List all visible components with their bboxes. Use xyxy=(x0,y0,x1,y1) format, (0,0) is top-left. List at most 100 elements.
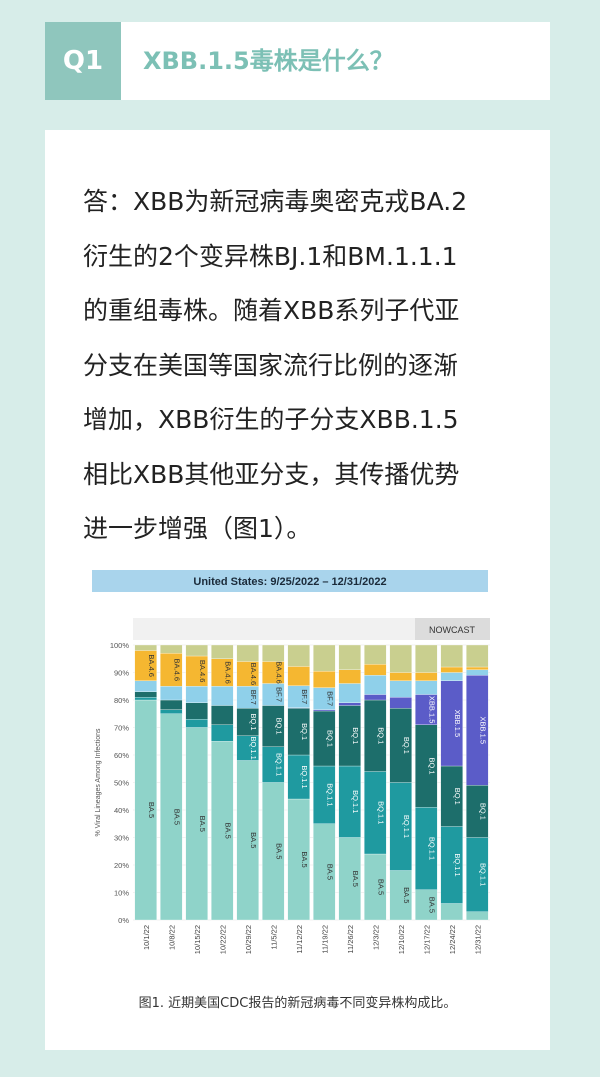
x-tick-label: 10/15/22 xyxy=(193,925,202,954)
bar-segment xyxy=(364,694,387,701)
segment-label: BF.7 xyxy=(300,689,309,704)
segment-label: BQ.1.1 xyxy=(453,853,462,876)
text-line: 衍生的2个变异株BJ.1和BM.1.1.1 xyxy=(83,241,458,271)
segment-label: BA.4.6 xyxy=(147,654,156,677)
segment-label: BF.7 xyxy=(249,690,258,705)
segment-label: BF.7 xyxy=(274,687,283,702)
bar-segment xyxy=(160,686,183,701)
segment-label: BQ.1.1 xyxy=(351,790,360,813)
x-tick-label: 10/1/22 xyxy=(142,925,151,950)
bar-segment xyxy=(313,709,336,712)
bar-segment xyxy=(211,705,234,725)
bar-segment xyxy=(466,644,489,668)
segment-label: BQ.1 xyxy=(249,713,258,730)
segment-label: BA.4.6 xyxy=(223,661,232,684)
nowcast-label: NOWCAST xyxy=(429,625,476,635)
segment-label: BA.5 xyxy=(249,832,258,848)
segment-label: BA.4.6 xyxy=(172,658,181,681)
x-tick-label: 12/3/22 xyxy=(371,925,380,950)
x-tick-label: 10/29/22 xyxy=(244,925,253,954)
text-line: 增加，XBB衍生的子分支XBB.1.5 xyxy=(83,405,459,434)
y-axis-label: % Viral Lineages Among Infections xyxy=(95,728,102,837)
segment-label: BQ.1 xyxy=(453,788,462,805)
x-tick-label: 12/17/22 xyxy=(422,925,431,954)
y-tick-label: 0% xyxy=(118,916,129,925)
bar-segment xyxy=(440,672,463,681)
bar-segment xyxy=(364,664,387,676)
y-tick-label: 40% xyxy=(114,806,129,815)
question-header: Q1 XBB.1.5毒株是什么？ xyxy=(45,22,550,100)
answer-card: 答：XBB为新冠病毒奥密克戎BA.2 衍生的2个变异株BJ.1和BM.1.1.1 的… xyxy=(45,130,550,1050)
bar-segment xyxy=(313,670,336,688)
text-line: 进一步增强（图1）。 xyxy=(83,514,312,543)
segment-label: BQ.1 xyxy=(325,730,334,747)
bar-segment xyxy=(185,719,208,728)
x-tick-label: 12/10/22 xyxy=(397,925,406,954)
bar-segment xyxy=(466,666,489,670)
chart: United States: 9/25/2022 – 12/31/2022 NOW… xyxy=(90,565,490,985)
bar-segment xyxy=(287,644,310,667)
figure-caption: 图1. 近期美国CDC报告的新冠病毒不同变异株构成比。 xyxy=(138,996,457,1011)
bar-segment xyxy=(364,644,387,665)
x-tick-label: 11/19/22 xyxy=(320,925,329,954)
segment-label: BQ.1.1 xyxy=(427,837,436,860)
segment-label: XBB.1.5 xyxy=(427,696,436,724)
segment-label: BA.5 xyxy=(198,816,207,832)
segment-label: BA.5 xyxy=(172,809,181,825)
bar-segment xyxy=(211,644,234,659)
bar-segment xyxy=(134,644,157,651)
bar-segment xyxy=(338,669,361,684)
bar-segment xyxy=(185,686,208,703)
bar-segment xyxy=(389,672,412,681)
text-line: 答：XBB为新冠病毒奥密克戎BA.2 xyxy=(83,187,468,216)
chart-title-bar xyxy=(92,570,488,592)
segment-label: BA.5 xyxy=(325,864,334,880)
bar-segment xyxy=(389,697,412,709)
x-tick-label: 11/12/22 xyxy=(295,925,304,954)
bar-segment xyxy=(364,675,387,695)
segment-label: BA.5 xyxy=(376,879,385,895)
segment-label: BQ.1.1 xyxy=(376,801,385,824)
segment-label: BQ.1 xyxy=(427,757,436,774)
segment-label: BQ.1.1 xyxy=(249,736,258,759)
segment-label: BA.4.6 xyxy=(274,661,283,684)
y-tick-label: 20% xyxy=(114,861,129,870)
bar-segment xyxy=(160,699,183,710)
bar-segment xyxy=(211,724,234,742)
bar-segment xyxy=(262,644,285,662)
chart-title: United States: 9/25/2022 – 12/31/2022 xyxy=(193,576,386,588)
segment-label: BA.4.6 xyxy=(198,660,207,683)
bar-segment xyxy=(389,644,412,673)
bar-segment xyxy=(185,702,208,720)
bar-segment xyxy=(236,644,259,662)
segment-label: XBB.1.5 xyxy=(453,710,462,738)
segment-label: BA.4.6 xyxy=(249,663,258,686)
bar-segment xyxy=(160,644,183,654)
question-title: XBB.1.5毒株是什么？ xyxy=(143,47,394,75)
y-tick-label: 100% xyxy=(110,641,130,650)
y-tick-label: 50% xyxy=(114,779,129,788)
segment-label: BQ.1 xyxy=(300,723,309,740)
bar-segment xyxy=(287,666,310,686)
segment-label: BQ.1.1 xyxy=(402,815,411,838)
segment-label: BQ.1 xyxy=(274,718,283,735)
nowcast-header xyxy=(415,618,490,640)
plot-header xyxy=(133,618,490,640)
bar-segment xyxy=(415,644,438,673)
segment-label: BA.5 xyxy=(147,802,156,818)
bar-segment xyxy=(389,680,412,698)
text-line: 相比XBB其他亚分支，其传播优势 xyxy=(83,459,460,489)
text-line: 的重组毒株。随着XBB系列子代亚 xyxy=(83,296,460,325)
answer-text: 答：XBB为新冠病毒奥密克戎BA.2 衍生的2个变异株BJ.1和BM.1.1.1 的… xyxy=(83,175,467,557)
bar-segment xyxy=(440,903,463,921)
bar-segment xyxy=(134,691,157,698)
segment-label: BA.5 xyxy=(351,871,360,887)
bar-segment xyxy=(134,697,157,701)
segment-label: BA.5 xyxy=(223,822,232,838)
bar-segment xyxy=(440,644,463,668)
y-tick-label: 90% xyxy=(114,669,129,678)
segment-label: BA.5 xyxy=(300,851,309,867)
bar-segment xyxy=(338,683,361,703)
segment-label: BA.5 xyxy=(427,897,436,913)
